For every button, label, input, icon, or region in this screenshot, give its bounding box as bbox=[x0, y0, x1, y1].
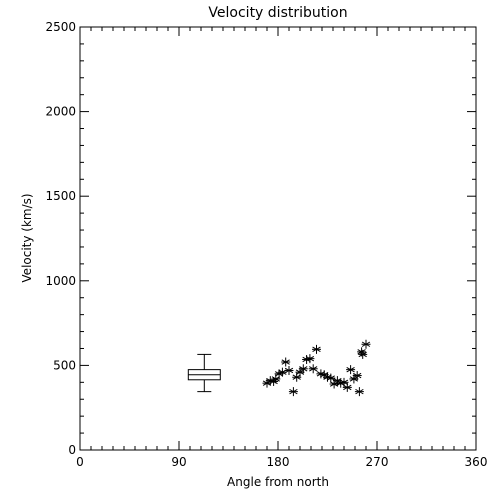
y-axis-label: Velocity (km/s) bbox=[20, 193, 34, 282]
plot-frame bbox=[79, 26, 477, 451]
y-tick-label: 1500 bbox=[45, 189, 76, 203]
x-tick-label: 0 bbox=[76, 455, 84, 469]
data-points bbox=[262, 339, 371, 397]
x-tick-label: 180 bbox=[267, 455, 290, 469]
data-point bbox=[298, 364, 308, 374]
y-tick-label: 500 bbox=[53, 358, 76, 372]
data-point bbox=[308, 364, 318, 374]
data-point bbox=[305, 354, 315, 364]
data-point bbox=[354, 387, 364, 397]
x-tick-label: 90 bbox=[171, 455, 186, 469]
y-tick-label: 2500 bbox=[45, 20, 76, 34]
data-point bbox=[284, 365, 294, 375]
chart-title: Velocity distribution bbox=[208, 5, 347, 21]
data-point bbox=[342, 382, 352, 392]
y-tick-label: 0 bbox=[68, 443, 76, 457]
data-point bbox=[329, 379, 339, 389]
data-point bbox=[358, 349, 368, 359]
y-tick-label: 2000 bbox=[45, 105, 76, 119]
x-tick-label: 360 bbox=[465, 455, 488, 469]
data-point bbox=[346, 365, 356, 375]
axis-ticks: 0 90 180 270 360 0 500 1000 1500 2000 2500 bbox=[45, 20, 487, 469]
data-point bbox=[288, 387, 298, 397]
data-point bbox=[312, 344, 321, 354]
data-point bbox=[281, 357, 291, 367]
boxplot bbox=[187, 353, 221, 393]
x-axis-label: Angle from north bbox=[227, 475, 329, 489]
data-point bbox=[361, 339, 371, 349]
data-point bbox=[352, 371, 362, 381]
y-tick-label: 1000 bbox=[45, 274, 76, 288]
x-tick-label: 270 bbox=[366, 455, 389, 469]
